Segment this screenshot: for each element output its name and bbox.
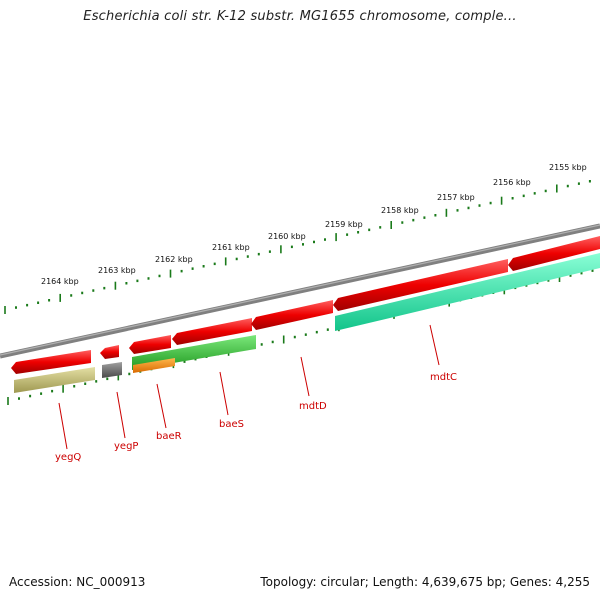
kbp-label-2158: 2158 kbp — [381, 206, 419, 215]
cds-feature-mdtC[interactable] — [333, 259, 508, 311]
kbp-label-2164: 2164 kbp — [41, 277, 79, 286]
gene-labels: yegQ yegP baeR baeS mdtD mdtC — [55, 324, 457, 463]
leader-line-baeS — [219, 371, 229, 416]
kbp-label-2157: 2157 kbp — [437, 193, 475, 202]
gene-feature-baeR[interactable] — [133, 358, 175, 373]
leader-line-baeR — [156, 383, 167, 429]
gene-label-yegQ[interactable]: yegQ — [55, 452, 81, 463]
leader-line-mdtD — [300, 356, 310, 397]
accession-text: Accession: NC_000913 — [9, 575, 146, 589]
kbp-label-2162: 2162 kbp — [155, 255, 193, 264]
leader-line-yegP — [116, 391, 126, 439]
gene-label-mdtC[interactable]: mdtC — [430, 372, 457, 383]
kbp-label-2163: 2163 kbp — [98, 266, 136, 275]
cds-feature-baeR[interactable] — [129, 335, 171, 354]
topology-stats-text: Topology: circular; Length: 4,639,675 bp… — [260, 575, 590, 589]
gene-track — [14, 253, 600, 393]
kbp-scale-labels: 2155 kbp 2156 kbp 2157 kbp 2158 kbp 2159… — [41, 163, 587, 286]
gene-label-baeS[interactable]: baeS — [219, 419, 244, 430]
cds-track — [11, 236, 600, 374]
cds-feature-yegQ[interactable] — [11, 350, 91, 374]
kbp-label-2159: 2159 kbp — [325, 220, 363, 229]
map-title: Escherichia coli str. K-12 substr. MG165… — [83, 9, 517, 24]
gene-label-mdtD[interactable]: mdtD — [299, 401, 327, 412]
gene-label-baeR[interactable]: baeR — [156, 431, 182, 442]
cds-feature-yegP[interactable] — [100, 345, 119, 359]
gene-feature-yegP[interactable] — [102, 362, 122, 378]
kbp-label-2161: 2161 kbp — [212, 243, 250, 252]
gene-feature-yegQ[interactable] — [14, 367, 95, 393]
cds-feature-mdtD[interactable] — [251, 300, 333, 330]
gene-feature-mdtC[interactable] — [335, 253, 600, 331]
cds-feature-upstream[interactable] — [508, 236, 600, 271]
chromosome-backbone — [0, 223, 600, 359]
outer-scale-ticks — [4, 180, 591, 314]
kbp-label-2160: 2160 kbp — [268, 232, 306, 241]
kbp-label-2156: 2156 kbp — [493, 178, 531, 187]
kbp-label-2155: 2155 kbp — [549, 163, 587, 172]
cds-feature-baeS[interactable] — [172, 318, 252, 345]
gene-label-yegP[interactable]: yegP — [114, 441, 138, 452]
leader-line-mdtC — [429, 324, 440, 366]
leader-line-yegQ — [58, 402, 68, 450]
